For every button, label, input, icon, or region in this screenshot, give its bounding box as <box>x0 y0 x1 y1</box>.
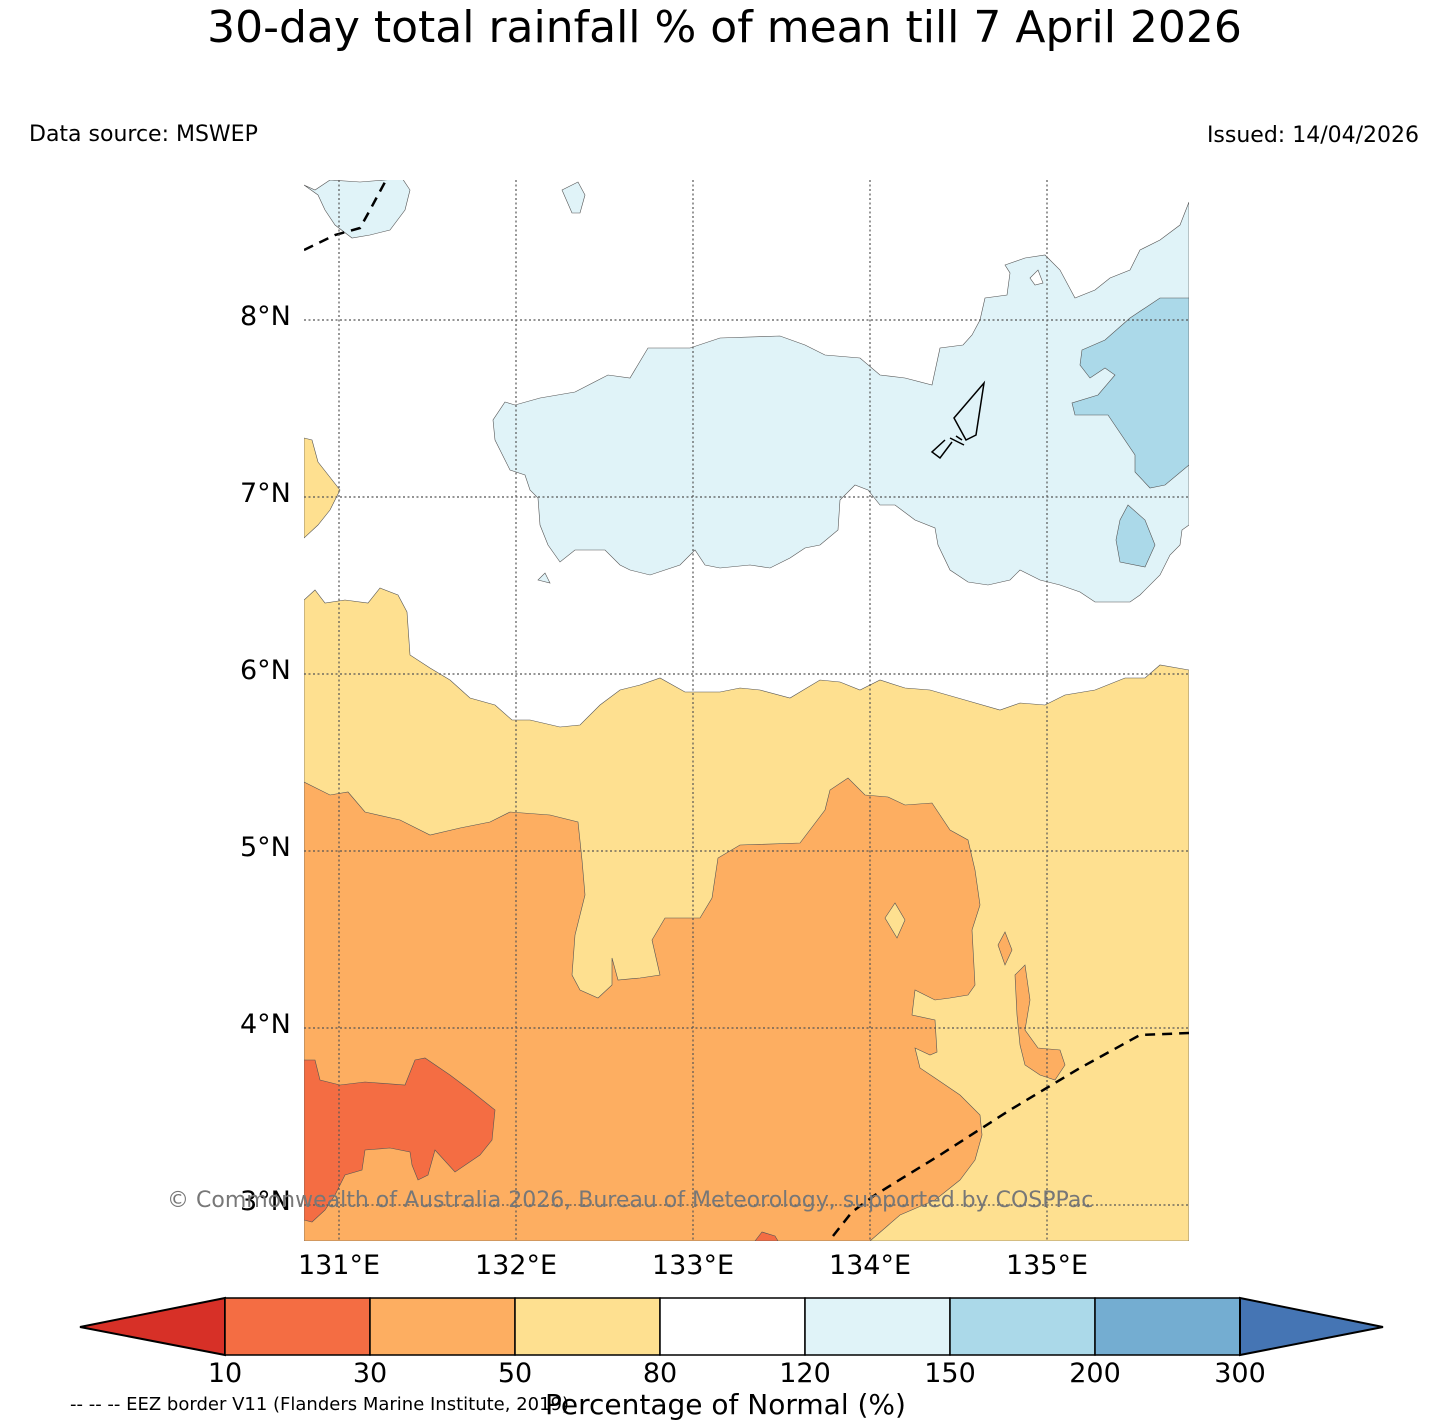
rainfall-map <box>304 180 1189 1241</box>
band-120-150-islet2 <box>537 572 551 584</box>
lat-label-7n: 7°N <box>240 478 291 509</box>
colorbar-segment <box>369 1297 516 1356</box>
colorbar-title: Percentage of Normal (%) <box>545 1388 906 1421</box>
band-50-80-hole <box>884 902 906 939</box>
issued-date: Issued: 14/04/2026 <box>1206 123 1419 148</box>
colorbar-segment-high <box>1239 1296 1384 1357</box>
colorbar-tick: 30 <box>352 1358 388 1389</box>
band-150-200 <box>1071 297 1189 489</box>
colorbar-segment <box>949 1297 1096 1356</box>
colorbar <box>79 1296 1384 1357</box>
band-30-50-island <box>1014 964 1066 1081</box>
copyright-notice: © Commonwealth of Australia 2026, Bureau… <box>167 1188 1094 1213</box>
colorbar-segment <box>224 1297 371 1356</box>
colorbar-segment <box>514 1297 661 1356</box>
band-80-120-islet <box>1029 269 1044 286</box>
band-150-200-islet <box>1115 504 1156 568</box>
lat-label-4n: 4°N <box>240 1009 291 1040</box>
colorbar-segment <box>1094 1297 1241 1356</box>
lon-label-132e: 132°E <box>474 1250 558 1281</box>
band-10-30-south <box>754 1231 779 1241</box>
eez-legend-note: -- -- -- EEZ border V11 (Flanders Marine… <box>70 1394 570 1415</box>
lat-label-3n: 3°N <box>240 1186 291 1217</box>
colorbar-tick: 120 <box>779 1358 831 1389</box>
lon-label-131e: 131°E <box>297 1250 381 1281</box>
lon-label-134e: 134°E <box>828 1250 912 1281</box>
lat-label-8n: 8°N <box>240 301 291 332</box>
data-source: Data source: MSWEP <box>29 122 258 147</box>
lat-label-6n: 6°N <box>240 655 291 686</box>
colorbar-tick: 50 <box>497 1358 533 1389</box>
colorbar-tick: 200 <box>1069 1358 1121 1389</box>
palau-island-outline <box>930 380 986 460</box>
colorbar-segment <box>804 1297 951 1356</box>
band-30-50-island2 <box>997 931 1013 966</box>
gridlines <box>304 180 1189 1241</box>
colorbar-tick: 10 <box>207 1358 243 1389</box>
colorbar-segment <box>659 1297 806 1356</box>
lon-label-135e: 135°E <box>1005 1250 1089 1281</box>
lat-label-5n: 5°N <box>240 832 291 863</box>
eez-border <box>832 1031 1189 1237</box>
colorbar-tick: 150 <box>924 1358 976 1389</box>
band-50-80-west <box>304 437 341 539</box>
band-120-150-north <box>304 180 411 239</box>
band-120-150-islet <box>561 181 586 214</box>
colorbar-segment-low <box>79 1296 226 1357</box>
lon-label-133e: 133°E <box>651 1250 735 1281</box>
map-title: 30-day total rainfall % of mean till 7 A… <box>207 2 1242 53</box>
colorbar-tick: 300 <box>1214 1358 1266 1389</box>
eez-border <box>304 181 387 252</box>
band-120-150 <box>492 201 1189 603</box>
band-10-30 <box>304 1057 496 1223</box>
colorbar-tick: 80 <box>642 1358 678 1389</box>
